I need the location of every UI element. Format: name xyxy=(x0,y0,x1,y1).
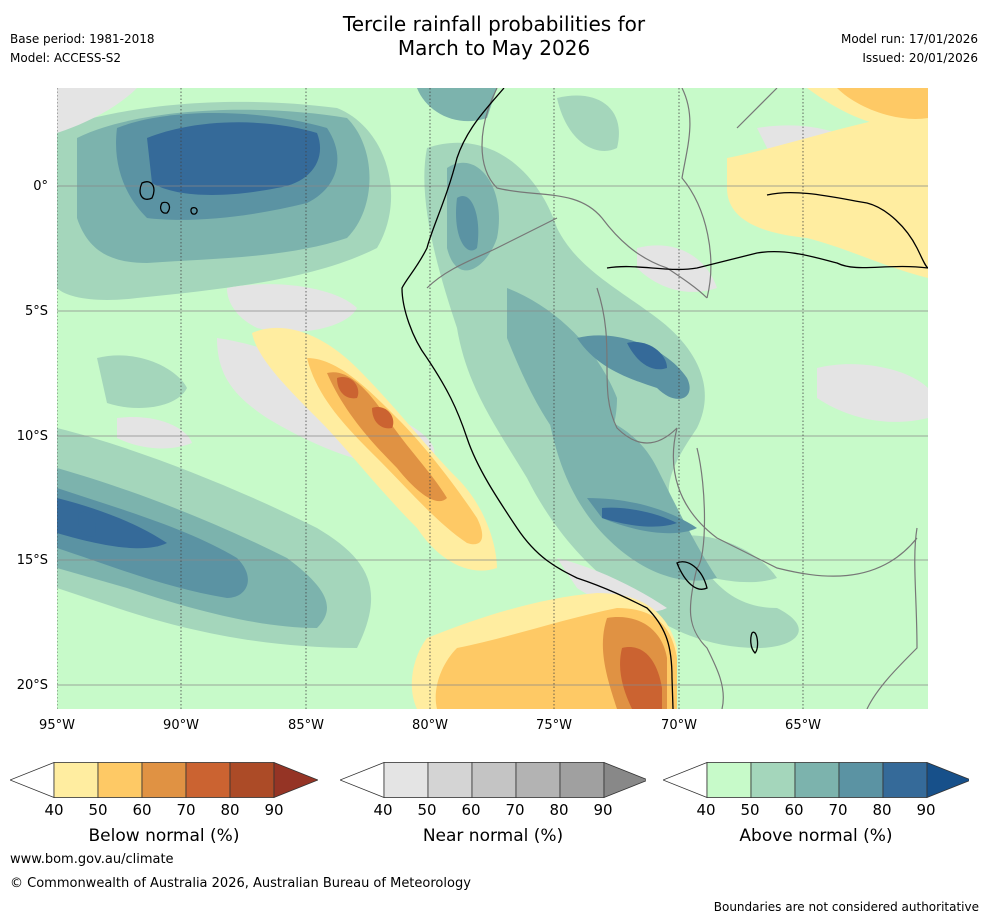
colorbar-title-below: Below normal (%) xyxy=(88,826,240,846)
lake-poopo xyxy=(750,631,759,654)
title-line-1: Tercile rainfall probabilities for xyxy=(342,12,646,36)
tick-near-80: 80 xyxy=(549,801,569,819)
lat-label-0: 0° xyxy=(33,179,48,194)
colorbar-extend-high xyxy=(273,761,320,799)
colorbar-title-near: Near normal (%) xyxy=(422,826,564,846)
galapagos-island-1 xyxy=(139,181,155,200)
tick-above-70: 70 xyxy=(828,801,848,819)
amazon-river xyxy=(606,250,928,271)
border-colombia-venezuela xyxy=(681,88,712,299)
colorbar-swatch xyxy=(97,762,143,798)
colorbar-above-normal xyxy=(661,761,973,799)
probability-map xyxy=(57,88,928,709)
map-title: Tercile rainfall probabilities for March… xyxy=(0,12,988,60)
border-ecuador-peru xyxy=(426,217,558,289)
tick-above-50: 50 xyxy=(740,801,760,819)
border-colombia-ecuador xyxy=(481,88,708,299)
lon-label-70w: 70°W xyxy=(661,718,697,733)
below-80-regions xyxy=(337,377,662,709)
colorbar-near-normal-swatches xyxy=(338,761,650,799)
colorbar-swatch xyxy=(794,762,840,798)
colorbar-swatch xyxy=(185,762,231,798)
above-90-regions xyxy=(57,122,677,549)
colorbar-swatch xyxy=(427,762,473,798)
tick-above-90: 90 xyxy=(916,801,936,819)
lon-label-85w: 85°W xyxy=(288,718,324,733)
colorbar-swatch xyxy=(515,762,561,798)
colorbar-swatch xyxy=(53,762,99,798)
map-canvas xyxy=(57,88,928,709)
country-borders xyxy=(426,88,918,709)
colorbar-extend-low xyxy=(8,761,55,799)
colorbar-extend-high xyxy=(603,761,650,799)
lat-label-10s: 10°S xyxy=(16,429,48,444)
colorbar-below-normal xyxy=(8,761,320,799)
colorbar-swatch xyxy=(383,762,429,798)
disclaimer-text: Boundaries are not considered authoritat… xyxy=(713,900,979,914)
tick-below-50: 50 xyxy=(88,801,108,819)
colorbar-swatch xyxy=(838,762,884,798)
tick-above-40: 40 xyxy=(696,801,716,819)
colorbar-above-normal-swatches xyxy=(661,761,973,799)
lon-label-90w: 90°W xyxy=(163,718,199,733)
lon-label-80w: 80°W xyxy=(412,718,448,733)
colorbar-extend-low xyxy=(338,761,385,799)
colorbar-title-above: Above normal (%) xyxy=(739,826,893,846)
tick-below-80: 80 xyxy=(220,801,240,819)
model-text: Model: ACCESS-S2 xyxy=(10,51,122,65)
colorbar-below-normal-swatches xyxy=(8,761,320,799)
colorbar-swatch xyxy=(471,762,517,798)
tick-near-90: 90 xyxy=(593,801,613,819)
colorbar-near-normal xyxy=(338,761,650,799)
colorbar-swatch xyxy=(141,762,187,798)
tick-below-70: 70 xyxy=(176,801,196,819)
tick-near-60: 60 xyxy=(461,801,481,819)
lat-label-15s: 15°S xyxy=(16,553,48,568)
colorbar-swatch xyxy=(750,762,796,798)
base-period-text: Base period: 1981-2018 xyxy=(10,32,155,46)
colorbar-extend-low xyxy=(661,761,708,799)
coastlines xyxy=(139,88,928,709)
lon-label-95w: 95°W xyxy=(39,718,75,733)
graticule xyxy=(57,185,928,686)
tick-above-60: 60 xyxy=(784,801,804,819)
colorbar-extend-high xyxy=(926,761,973,799)
river-north xyxy=(766,191,928,269)
border-peru-bolivia xyxy=(689,447,724,709)
border-bolivia-brazil xyxy=(672,427,918,577)
issued-text: Issued: 20/01/2026 xyxy=(862,51,978,65)
lat-label-5s: 5°S xyxy=(24,304,48,319)
lat-label-20s: 20°S xyxy=(16,678,48,693)
tick-below-40: 40 xyxy=(44,801,64,819)
model-run-text: Model run: 17/01/2026 xyxy=(840,32,978,46)
tick-near-40: 40 xyxy=(373,801,393,819)
galapagos-island-3 xyxy=(190,206,198,215)
lon-label-75w: 75°W xyxy=(536,718,572,733)
tick-near-50: 50 xyxy=(417,801,437,819)
colorbar-swatch xyxy=(229,762,275,798)
copyright-text: © Commonwealth of Australia 2026, Austra… xyxy=(10,876,471,891)
coastline-south-america xyxy=(401,88,674,709)
tick-below-90: 90 xyxy=(264,801,284,819)
border-venezuela-north xyxy=(736,88,778,129)
border-bolivia-paraguay xyxy=(866,527,918,709)
lon-label-65w: 65°W xyxy=(785,718,821,733)
colorbar-swatch xyxy=(882,762,928,798)
colorbar-swatch xyxy=(706,762,752,798)
tick-near-70: 70 xyxy=(505,801,525,819)
tick-above-80: 80 xyxy=(872,801,892,819)
colorbar-swatch xyxy=(559,762,605,798)
lake-titicaca xyxy=(676,561,708,590)
galapagos-island-2 xyxy=(160,201,171,214)
border-peru-brazil xyxy=(596,287,678,444)
title-line-2: March to May 2026 xyxy=(397,36,591,60)
tick-below-60: 60 xyxy=(132,801,152,819)
website-link[interactable]: www.bom.gov.au/climate xyxy=(10,852,174,867)
